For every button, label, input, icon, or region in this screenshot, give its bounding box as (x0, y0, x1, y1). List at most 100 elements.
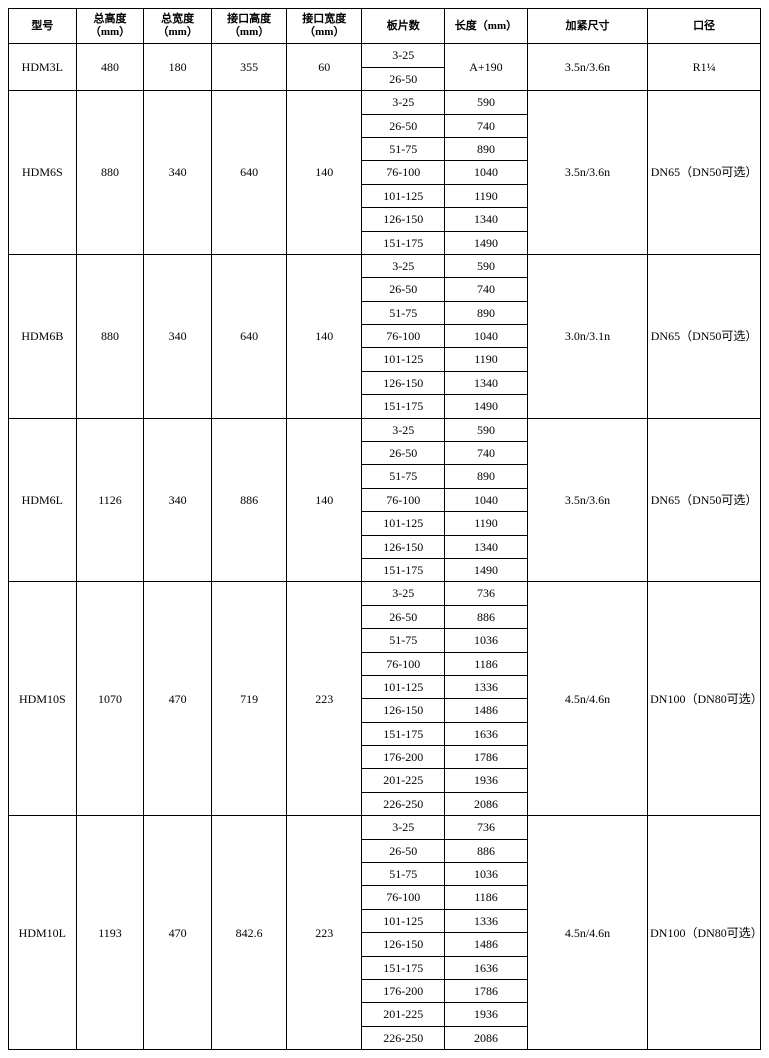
caliber-cell: DN65（DN50可选） (648, 91, 761, 255)
length-cell: 2086 (445, 792, 528, 815)
length-cell: 1186 (445, 886, 528, 909)
interface-height-cell: 886 (212, 418, 287, 582)
length-cell: 890 (445, 301, 528, 324)
model-cell: HDM10L (9, 816, 77, 1050)
length-cell: 1040 (445, 161, 528, 184)
interface-height-cell: 640 (212, 91, 287, 255)
caliber-cell: DN100（DN80可选） (648, 816, 761, 1050)
tighten-cell: 4.5n/4.6n (527, 582, 647, 816)
plates-cell: 226-250 (362, 792, 445, 815)
length-cell: 740 (445, 442, 528, 465)
plates-cell: 3-25 (362, 91, 445, 114)
plates-cell: 226-250 (362, 1026, 445, 1049)
length-cell: 590 (445, 418, 528, 441)
interface-height-cell: 719 (212, 582, 287, 816)
spec-table: 型号总高度（mm）总宽度（mm）接口高度（mm）接口宽度（mm）板片数长度（mm… (8, 8, 761, 1050)
total-height-cell: 880 (76, 254, 144, 418)
header-cell: 板片数 (362, 9, 445, 44)
plates-cell: 76-100 (362, 886, 445, 909)
length-cell: 736 (445, 582, 528, 605)
length-cell: 1490 (445, 231, 528, 254)
length-cell: 1936 (445, 1003, 528, 1026)
length-cell: 1490 (445, 558, 528, 581)
length-cell: 1486 (445, 933, 528, 956)
length-cell: 1190 (445, 512, 528, 535)
plates-cell: 3-25 (362, 582, 445, 605)
length-cell: 1340 (445, 535, 528, 558)
length-cell: 740 (445, 114, 528, 137)
length-cell: 740 (445, 278, 528, 301)
plates-cell: 51-75 (362, 301, 445, 324)
plates-cell: 176-200 (362, 980, 445, 1003)
interface-width-cell: 60 (287, 44, 362, 91)
length-cell: 1340 (445, 371, 528, 394)
caliber-cell: DN100（DN80可选） (648, 582, 761, 816)
interface-width-cell: 223 (287, 582, 362, 816)
total-width-cell: 340 (144, 254, 212, 418)
interface-height-cell: 640 (212, 254, 287, 418)
header-cell: 总宽度（mm） (144, 9, 212, 44)
table-row: HDM6B8803406401403-255903.0n/3.1nDN65（DN… (9, 254, 761, 277)
length-cell: 1186 (445, 652, 528, 675)
header-cell: 长度（mm） (445, 9, 528, 44)
plates-cell: 26-50 (362, 442, 445, 465)
total-width-cell: 340 (144, 418, 212, 582)
plates-cell: 101-125 (362, 909, 445, 932)
length-cell: 736 (445, 816, 528, 839)
model-cell: HDM10S (9, 582, 77, 816)
total-height-cell: 1126 (76, 418, 144, 582)
plates-cell: 151-175 (362, 956, 445, 979)
total-width-cell: 180 (144, 44, 212, 91)
length-cell: 1190 (445, 184, 528, 207)
model-cell: HDM6S (9, 91, 77, 255)
plates-cell: 51-75 (362, 465, 445, 488)
total-height-cell: 1070 (76, 582, 144, 816)
plates-cell: 101-125 (362, 512, 445, 535)
header-cell: 口径 (648, 9, 761, 44)
plates-cell: 101-125 (362, 675, 445, 698)
length-cell: 1036 (445, 629, 528, 652)
length-cell: 1340 (445, 208, 528, 231)
tighten-cell: 4.5n/4.6n (527, 816, 647, 1050)
tighten-cell: 3.0n/3.1n (527, 254, 647, 418)
plates-cell: 101-125 (362, 348, 445, 371)
tighten-cell: 3.5n/3.6n (527, 418, 647, 582)
plates-cell: 26-50 (362, 114, 445, 137)
length-cell: 1786 (445, 746, 528, 769)
total-height-cell: 1193 (76, 816, 144, 1050)
plates-cell: 126-150 (362, 933, 445, 956)
length-cell: 1190 (445, 348, 528, 371)
length-cell: 1336 (445, 675, 528, 698)
table-row: HDM10L1193470842.62233-257364.5n/4.6nDN1… (9, 816, 761, 839)
length-cell: 1490 (445, 395, 528, 418)
interface-height-cell: 355 (212, 44, 287, 91)
caliber-cell: R1¼ (648, 44, 761, 91)
length-cell: 1636 (445, 956, 528, 979)
length-cell: 2086 (445, 1026, 528, 1049)
plates-cell: 3-25 (362, 816, 445, 839)
length-cell: 890 (445, 465, 528, 488)
total-height-cell: 480 (76, 44, 144, 91)
length-cell: 886 (445, 605, 528, 628)
plates-cell: 201-225 (362, 769, 445, 792)
plates-cell: 76-100 (362, 325, 445, 348)
plates-cell: 126-150 (362, 699, 445, 722)
plates-cell: 126-150 (362, 535, 445, 558)
plates-cell: 151-175 (362, 231, 445, 254)
interface-width-cell: 140 (287, 418, 362, 582)
header-cell: 接口高度（mm） (212, 9, 287, 44)
total-height-cell: 880 (76, 91, 144, 255)
length-cell: 1040 (445, 325, 528, 348)
header-cell: 型号 (9, 9, 77, 44)
length-cell: 886 (445, 839, 528, 862)
tighten-cell: 3.5n/3.6n (527, 91, 647, 255)
plates-cell: 26-50 (362, 839, 445, 862)
length-cell: 590 (445, 91, 528, 114)
tighten-cell: 3.5n/3.6n (527, 44, 647, 91)
length-cell: 590 (445, 254, 528, 277)
plates-cell: 26-50 (362, 67, 445, 90)
interface-width-cell: 223 (287, 816, 362, 1050)
length-cell: 1040 (445, 488, 528, 511)
length-cell: 1786 (445, 980, 528, 1003)
header-cell: 加紧尺寸 (527, 9, 647, 44)
